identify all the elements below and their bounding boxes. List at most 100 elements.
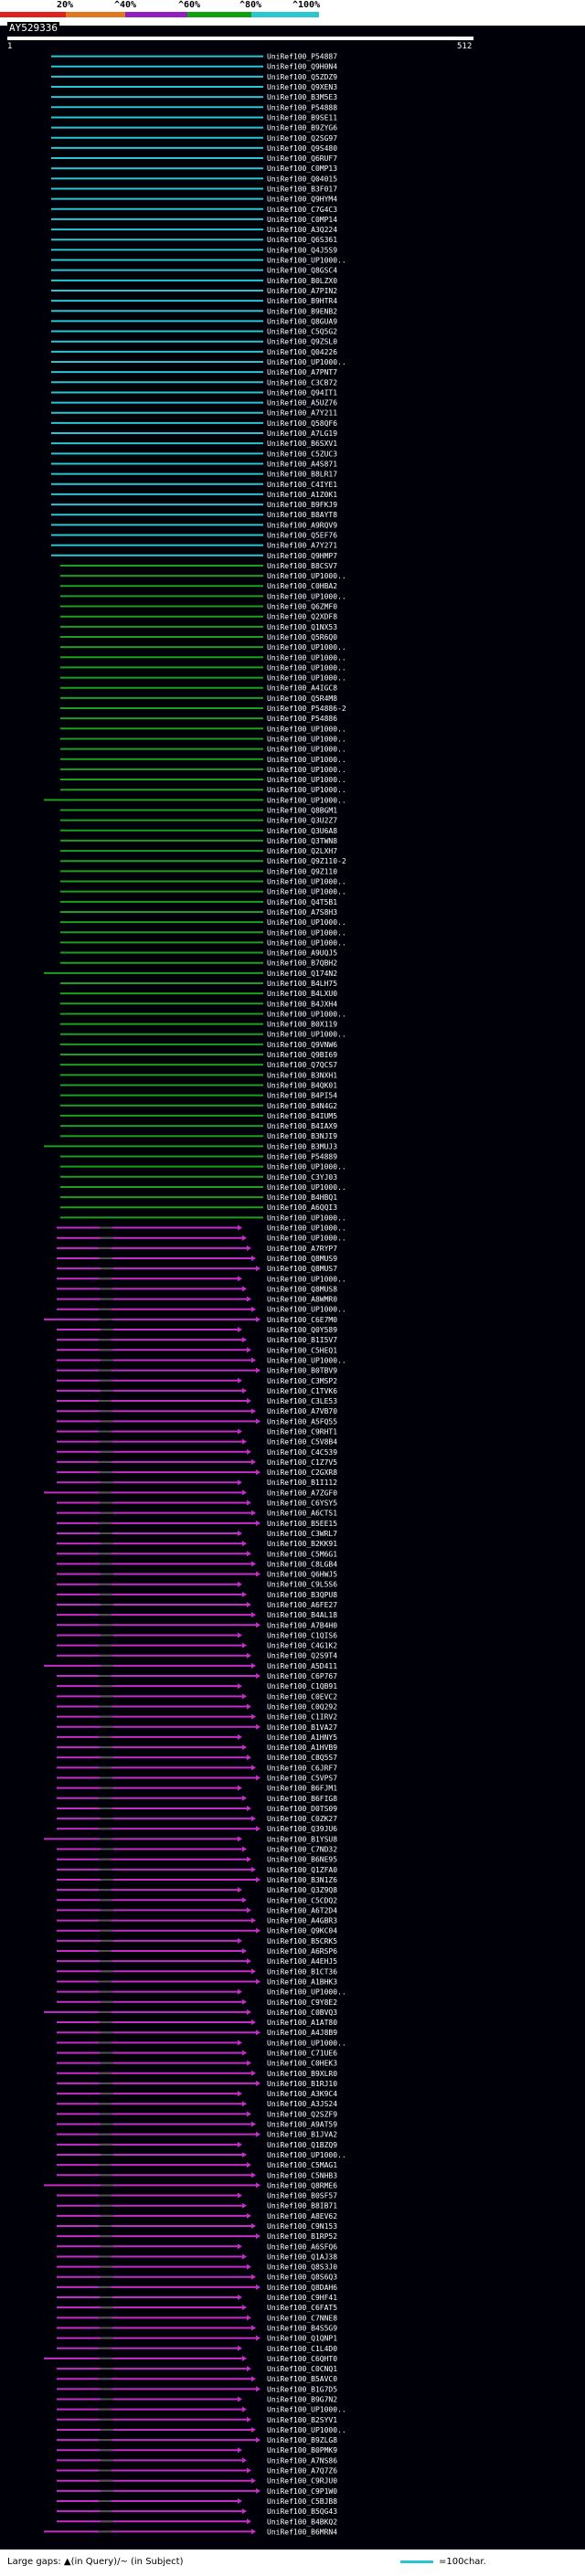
hit-id-link[interactable]: UniRef100_Q9VNW6 [267, 1041, 337, 1049]
hit-id-link[interactable]: UniRef100_Q1AJ38 [267, 2253, 337, 2261]
hit-id-link[interactable]: UniRef100_B3NJI9 [267, 1132, 337, 1140]
hit-id-link[interactable]: UniRef100_A7Y211 [267, 409, 337, 418]
hit-id-link[interactable]: UniRef100_B4QK01 [267, 1081, 337, 1089]
hit-id-link[interactable]: UniRef100_UP1000.. [267, 674, 346, 683]
hit-id-link[interactable]: UniRef100_A5D411 [267, 1662, 337, 1670]
hit-id-link[interactable]: UniRef100_UP1000.. [267, 1356, 346, 1364]
hit-id-link[interactable]: UniRef100_B6FJM1 [267, 1785, 337, 1793]
hit-id-link[interactable]: UniRef100_C7ND32 [267, 1846, 337, 1854]
hit-id-link[interactable]: UniRef100_C9RJU0 [267, 2477, 337, 2486]
hit-id-link[interactable]: UniRef100_Q8BGM1 [267, 806, 337, 814]
hit-id-link[interactable]: UniRef100_C4G1K2 [267, 1642, 337, 1650]
hit-id-link[interactable]: UniRef100_B4S5G9 [267, 2324, 337, 2332]
hit-id-link[interactable]: UniRef100_UP1000.. [267, 735, 346, 743]
hit-id-link[interactable]: UniRef100_P54887 [267, 53, 337, 61]
hit-id-link[interactable]: UniRef100_A4J8B9 [267, 2029, 337, 2037]
hit-id-link[interactable]: UniRef100_Q39JU6 [267, 1825, 337, 1833]
hit-id-link[interactable]: UniRef100_A7PIN2 [267, 287, 337, 295]
hit-id-link[interactable]: UniRef100_A7ZGF0 [267, 1489, 337, 1497]
hit-id-link[interactable]: UniRef100_B6NE95 [267, 1856, 337, 1864]
hit-id-link[interactable]: UniRef100_UP1000.. [267, 257, 346, 265]
hit-id-link[interactable]: UniRef100_B8LR17 [267, 471, 337, 479]
hit-id-link[interactable]: UniRef100_C6YSY5 [267, 1500, 337, 1508]
hit-id-link[interactable]: UniRef100_Q174N2 [267, 970, 337, 978]
hit-id-link[interactable]: UniRef100_A1BHK3 [267, 1977, 337, 1986]
hit-id-link[interactable]: UniRef100_C3YJ03 [267, 1173, 337, 1182]
hit-id-link[interactable]: UniRef100_UP1000.. [267, 1163, 346, 1171]
hit-id-link[interactable]: UniRef100_Q5R4M8 [267, 694, 337, 703]
hit-id-link[interactable]: UniRef100_B9G7N2 [267, 2396, 337, 2404]
hit-id-link[interactable]: UniRef100_B0LZX0 [267, 277, 337, 285]
hit-id-link[interactable]: UniRef100_UP1000.. [267, 796, 346, 804]
hit-id-link[interactable]: UniRef100_Q8DAH6 [267, 2284, 337, 2292]
hit-id-link[interactable]: UniRef100_A8EV62 [267, 2212, 337, 2221]
hit-id-link[interactable]: UniRef100_UP1000.. [267, 746, 346, 754]
hit-id-link[interactable]: UniRef100_Q5EF76 [267, 532, 337, 540]
hit-id-link[interactable]: UniRef100_Q8MUS9 [267, 1255, 337, 1263]
hit-id-link[interactable]: UniRef100_B3QPU8 [267, 1591, 337, 1599]
hit-id-link[interactable]: UniRef100_C6JRF7 [267, 1764, 337, 1772]
hit-id-link[interactable]: UniRef100_Q7QCS7 [267, 1061, 337, 1069]
hit-id-link[interactable]: UniRef100_A1Z0K1 [267, 491, 337, 499]
hit-id-link[interactable]: UniRef100_B4N4G2 [267, 1102, 337, 1110]
hit-id-link[interactable]: UniRef100_Q0Y589 [267, 1326, 337, 1334]
hit-id-link[interactable]: UniRef100_C7NNE8 [267, 2314, 337, 2322]
hit-id-link[interactable]: UniRef100_UP1000.. [267, 572, 346, 580]
hit-id-link[interactable]: UniRef100_Q2SG97 [267, 134, 337, 143]
hit-id-link[interactable]: UniRef100_Q94IT1 [267, 388, 337, 397]
hit-id-link[interactable]: UniRef100_D0TS09 [267, 1805, 337, 1813]
hit-id-link[interactable]: UniRef100_Q04015 [267, 175, 337, 183]
hit-id-link[interactable]: UniRef100_C8LGB4 [267, 1560, 337, 1568]
hit-id-link[interactable]: UniRef100_C0MP14 [267, 216, 337, 224]
hit-id-link[interactable]: UniRef100_Q4J5S9 [267, 246, 337, 254]
hit-id-link[interactable]: UniRef100_C0CNQ1 [267, 2365, 337, 2373]
hit-id-link[interactable]: UniRef100_UP1000.. [267, 1214, 346, 1222]
hit-id-link[interactable]: UniRef100_B8AYT8 [267, 511, 337, 519]
hit-id-link[interactable]: UniRef100_B7QBH2 [267, 959, 337, 968]
hit-id-link[interactable]: UniRef100_A6CTS1 [267, 1510, 337, 1518]
hit-id-link[interactable]: UniRef100_B9ZLG8 [267, 2436, 337, 2444]
hit-id-link[interactable]: UniRef100_Q8S6Q3 [267, 2274, 337, 2282]
hit-id-link[interactable]: UniRef100_Q1NX53 [267, 623, 337, 631]
hit-id-link[interactable]: UniRef100_C4C539 [267, 1448, 337, 1457]
hit-id-link[interactable]: UniRef100_C9L5S6 [267, 1581, 337, 1589]
hit-id-link[interactable]: UniRef100_B6MRN4 [267, 2528, 337, 2536]
hit-id-link[interactable]: UniRef100_UP1000.. [267, 2406, 346, 2414]
hit-id-link[interactable]: UniRef100_Q2XDF8 [267, 613, 337, 621]
hit-id-link[interactable]: UniRef100_A7RYP7 [267, 1245, 337, 1253]
hit-id-link[interactable]: UniRef100_C5HEQ1 [267, 1346, 337, 1354]
hit-id-link[interactable]: UniRef100_C1L4D0 [267, 2345, 337, 2353]
hit-id-link[interactable]: UniRef100_B9XLR0 [267, 2070, 337, 2078]
hit-id-link[interactable]: UniRef100_B3F017 [267, 185, 337, 193]
hit-id-link[interactable]: UniRef100_B4LXU0 [267, 990, 337, 998]
hit-id-link[interactable]: UniRef100_Q9BI69 [267, 1051, 337, 1059]
hit-id-link[interactable]: UniRef100_B4LH75 [267, 980, 337, 988]
hit-id-link[interactable]: UniRef100_Q58QF6 [267, 419, 337, 428]
hit-id-link[interactable]: UniRef100_C1IRV2 [267, 1713, 337, 1722]
hit-id-link[interactable]: UniRef100_Q9Z110-2 [267, 857, 346, 865]
hit-id-link[interactable]: UniRef100_UP1000.. [267, 1010, 346, 1018]
hit-id-link[interactable]: UniRef100_A7Y271 [267, 542, 337, 550]
hit-id-link[interactable]: UniRef100_P54886 [267, 715, 337, 723]
hit-id-link[interactable]: UniRef100_C7G4C3 [267, 206, 337, 214]
hit-id-link[interactable]: UniRef100_UP1000.. [267, 1306, 346, 1314]
hit-id-link[interactable]: UniRef100_A1HVB9 [267, 1744, 337, 1752]
hit-id-link[interactable]: UniRef100_Q6HWJ5 [267, 1571, 337, 1579]
hit-id-link[interactable]: UniRef100_C9HF41 [267, 2294, 337, 2302]
hit-id-link[interactable]: UniRef100_UP1000.. [267, 592, 346, 600]
hit-id-link[interactable]: UniRef100_C6P767 [267, 1672, 337, 1680]
hit-id-link[interactable]: UniRef100_A7VB70 [267, 1407, 337, 1415]
hit-id-link[interactable]: UniRef100_UP1000.. [267, 938, 346, 947]
hit-id-link[interactable]: UniRef100_Q3U2Z7 [267, 817, 337, 825]
hit-id-link[interactable]: UniRef100_C5M6G1 [267, 1550, 337, 1558]
hit-id-link[interactable]: UniRef100_C5CDQ2 [267, 1896, 337, 1904]
hit-id-link[interactable]: UniRef100_B3NXH1 [267, 1071, 337, 1079]
hit-id-link[interactable]: UniRef100_C5BJB8 [267, 2497, 337, 2506]
hit-id-link[interactable]: UniRef100_UP1000.. [267, 756, 346, 764]
hit-id-link[interactable]: UniRef100_C8Q5S7 [267, 1754, 337, 1762]
hit-id-link[interactable]: UniRef100_Q8S3J0 [267, 2263, 337, 2272]
hit-id-link[interactable]: UniRef100_C1QIS6 [267, 1631, 337, 1639]
hit-id-link[interactable]: UniRef100_Q6S361 [267, 236, 337, 244]
hit-id-link[interactable]: UniRef100_B0SF57 [267, 2192, 337, 2200]
hit-id-link[interactable]: UniRef100_B4IUM5 [267, 1112, 337, 1120]
